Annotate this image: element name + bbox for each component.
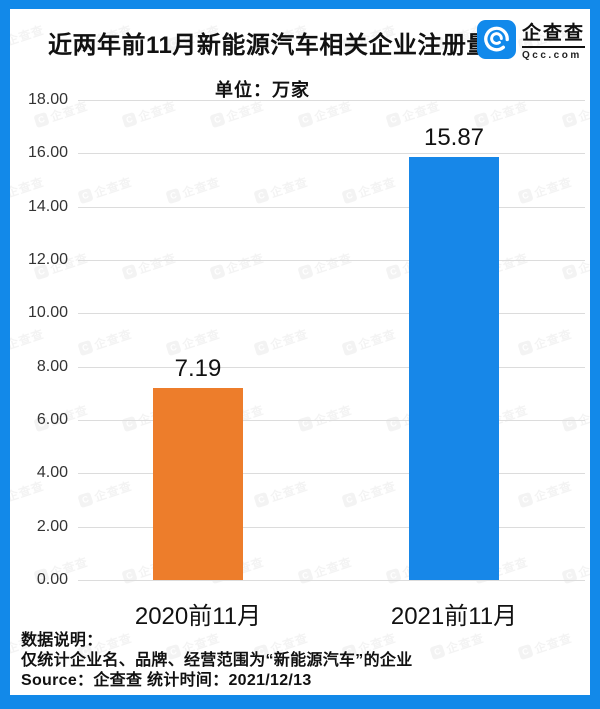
y-tick-label: 0.00 [36, 571, 68, 588]
y-tick-label: 10.00 [27, 304, 68, 322]
chart-canvas: C企查查C企查查C企查查C企查查C企查查C企查查C企查查C企查查C企查查C企查查… [10, 9, 590, 695]
y-tick-label: 12.00 [27, 251, 68, 268]
qcc-logo-icon [476, 20, 516, 59]
gridline [78, 313, 585, 315]
footnotes: 数据说明： 仅统计企业名、品牌、经营范围为“新能源汽车”的企业 Source：企… [21, 631, 413, 691]
gridline [78, 473, 585, 475]
footnote-scope: 仅统计企业名、品牌、经营范围为“新能源汽车”的企业 [21, 652, 413, 669]
y-tick-label: 4.00 [36, 464, 68, 482]
footnote-heading: 数据说明： [21, 632, 103, 649]
x-axis-label: 2021前11月 [390, 603, 518, 630]
qcc-logo-domain: Qcc.com [521, 50, 582, 61]
bar-value-label: 7.19 [174, 355, 222, 383]
bar-2020前11月 [153, 388, 243, 580]
y-tick-label: 18.00 [27, 91, 68, 108]
qcc-logo-name: 企查查 [521, 18, 585, 48]
bar-value-label: 15.87 [423, 123, 485, 151]
gridline [78, 206, 585, 208]
unit-label: 单位：万家 [215, 80, 310, 100]
gridline [78, 153, 585, 155]
bar-2021前11月 [409, 156, 499, 580]
y-tick-label: 2.00 [36, 517, 68, 535]
page-title: 近两年前11月新能源汽车相关企业注册量 [48, 32, 491, 59]
gridline [78, 420, 585, 421]
x-axis-label: 2020前11月 [134, 603, 262, 630]
gridline [78, 580, 585, 581]
y-tick-label: 8.00 [36, 357, 68, 375]
bar-chart: 18.00 16.00 14.00 12.00 10.00 8.00 6.00 4.00 2.0… [10, 9, 590, 695]
y-tick-label: 16.00 [27, 144, 68, 162]
gridline [78, 260, 585, 261]
qcc-logo: 企查查 Qcc.com [476, 18, 585, 61]
y-tick-label: 14.00 [27, 197, 68, 215]
gridline [78, 366, 585, 368]
qcc-logo-text: 企查查 Qcc.com [521, 18, 585, 61]
gridline [78, 526, 585, 528]
y-tick-label: 6.00 [36, 411, 68, 428]
footnote-source: Source：企查查 统计时间：2021/12/13 [21, 672, 312, 689]
gridline [78, 100, 585, 101]
